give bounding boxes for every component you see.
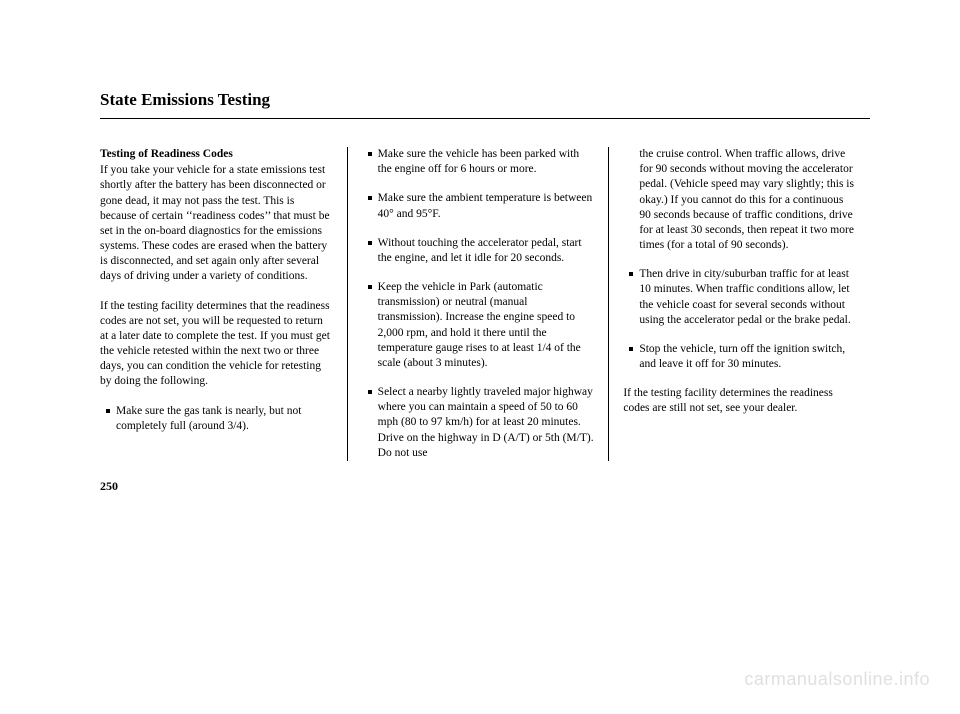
continuation-text: the cruise control. When traffic allows,… <box>623 147 856 253</box>
column-3: the cruise control. When traffic allows,… <box>609 147 870 461</box>
bullet-item: Keep the vehicle in Park (automatic tran… <box>362 280 595 371</box>
watermark: carmanualsonline.info <box>744 669 930 690</box>
column-2: Make sure the vehicle has been parked wi… <box>348 147 610 461</box>
bullet-item: Select a nearby lightly traveled major h… <box>362 385 595 461</box>
content-columns: Testing of Readiness Codes If you take y… <box>100 147 870 461</box>
bullet-text: Make sure the ambient temperature is bet… <box>378 191 595 221</box>
bullet-icon <box>368 241 372 245</box>
subheading: Testing of Readiness Codes <box>100 147 333 162</box>
bullet-text: Select a nearby lightly traveled major h… <box>378 385 595 461</box>
bullet-item: Make sure the gas tank is nearly, but no… <box>100 404 333 434</box>
bullet-text: Keep the vehicle in Park (automatic tran… <box>378 280 595 371</box>
bullet-item: Then drive in city/suburban traffic for … <box>623 267 856 328</box>
column-1: Testing of Readiness Codes If you take y… <box>100 147 348 461</box>
bullet-text: Make sure the vehicle has been parked wi… <box>378 147 595 177</box>
bullet-icon <box>368 390 372 394</box>
bullet-text: Without touching the accelerator pedal, … <box>378 236 595 266</box>
bullet-text: Make sure the gas tank is nearly, but no… <box>116 404 333 434</box>
page-title: State Emissions Testing <box>100 90 870 119</box>
bullet-text: Stop the vehicle, turn off the ignition … <box>639 342 856 372</box>
bullet-icon <box>368 285 372 289</box>
manual-page: State Emissions Testing Testing of Readi… <box>0 0 960 534</box>
bullet-item: Stop the vehicle, turn off the ignition … <box>623 342 856 372</box>
bullet-item: Without touching the accelerator pedal, … <box>362 236 595 266</box>
bullet-text: Then drive in city/suburban traffic for … <box>639 267 856 328</box>
bullet-item: Make sure the vehicle has been parked wi… <box>362 147 595 177</box>
bullet-icon <box>368 196 372 200</box>
bullet-item: Make sure the ambient temperature is bet… <box>362 191 595 221</box>
page-number: 250 <box>100 479 870 494</box>
final-paragraph: If the testing facility determines the r… <box>623 386 856 416</box>
bullet-icon <box>629 272 633 276</box>
bullet-icon <box>106 409 110 413</box>
bullet-icon <box>368 152 372 156</box>
paragraph: If the testing facility determines that … <box>100 299 333 390</box>
paragraph: If you take your vehicle for a state emi… <box>100 163 333 284</box>
bullet-icon <box>629 347 633 351</box>
